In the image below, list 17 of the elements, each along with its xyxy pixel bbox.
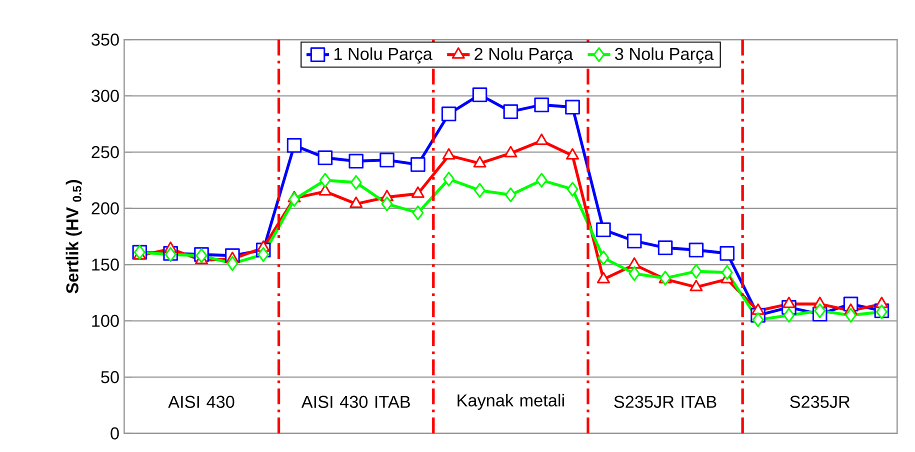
annotation: Kaynak metali — [458, 394, 564, 410]
y-tick-label: 100 — [92, 314, 119, 328]
annotation: S235JR — [790, 396, 850, 408]
y-tick-label: 250 — [92, 146, 119, 158]
y-tick-label: 50 — [101, 371, 119, 384]
legend-label: 1 Nolu Parça — [334, 47, 432, 64]
y-tick-label: 350 — [92, 34, 119, 46]
legend-label: 2 Nolu Parça — [474, 47, 574, 64]
y-tick-label: 0 — [110, 427, 119, 440]
legend-label: 3 Nolu Parça — [615, 47, 714, 64]
text: Sertlik (HV $_{0.5}$) — [66, 180, 82, 294]
annotation: AISI 430 — [168, 396, 234, 408]
annotation: S235JR ITAB — [614, 396, 716, 408]
annotation: AISI 430 ITAB — [301, 396, 410, 408]
y-tick-label: 200 — [92, 202, 119, 215]
y-tick-label: 300 — [92, 90, 119, 102]
y-tick-label: 150 — [92, 258, 119, 271]
